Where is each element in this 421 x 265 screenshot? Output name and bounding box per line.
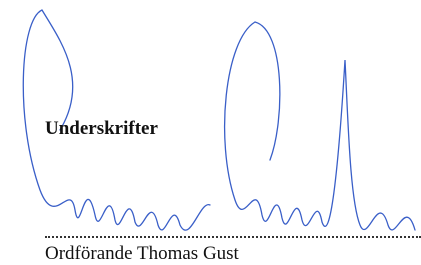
page: Underskrifter Ordförande Thomas Gust (()… [0,0,421,257]
signature-line [45,236,421,238]
signatory: Ordförande Thomas Gust [45,243,239,265]
heading: Underskrifter [45,118,158,140]
